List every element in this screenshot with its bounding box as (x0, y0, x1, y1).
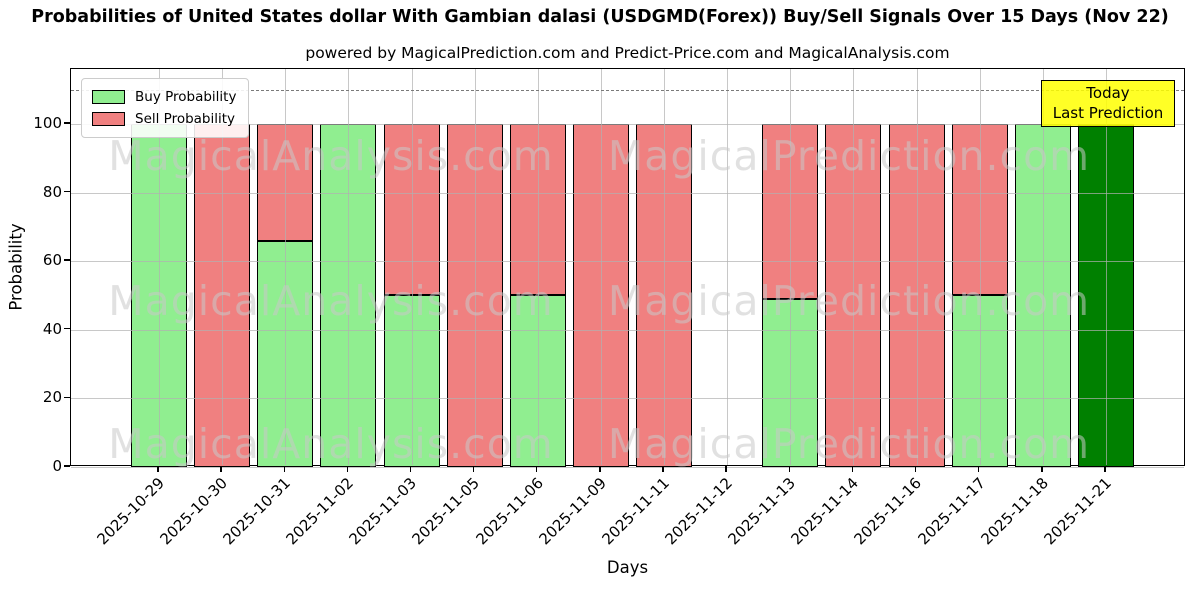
today-annotation-line1: Today (1086, 84, 1130, 102)
gridline-vertical (1042, 69, 1044, 465)
x-tick-mark (1104, 466, 1106, 472)
buy-swatch-icon (92, 90, 125, 104)
y-tick-mark (64, 465, 70, 467)
gridline-vertical (537, 69, 539, 465)
y-tick-mark (64, 328, 70, 330)
gridline-vertical (348, 69, 350, 465)
gridline-vertical (159, 69, 160, 465)
gridline-vertical (600, 69, 602, 465)
x-tick-label: 2025-11-11 (598, 474, 673, 549)
x-tick-label: 2025-11-06 (472, 474, 547, 549)
x-tick-mark (1041, 466, 1043, 472)
gridline-horizontal (71, 467, 1184, 468)
watermark-text: MagicalPrediction.com (607, 420, 1091, 468)
gridline-vertical (664, 69, 666, 465)
x-tick-label: 2025-11-16 (850, 474, 926, 549)
x-tick-label: 2025-11-14 (787, 474, 863, 549)
x-tick-label: 2025-10-29 (93, 474, 168, 549)
gridline-horizontal (71, 192, 1184, 194)
gridline-vertical (1105, 69, 1107, 465)
x-tick-label: 2025-11-12 (661, 474, 736, 549)
x-tick-label: 2025-11-13 (724, 474, 800, 549)
sell-swatch-icon (92, 112, 125, 126)
gridline-horizontal (71, 398, 1184, 400)
gridline-vertical (222, 69, 224, 465)
x-tick-mark (157, 466, 159, 472)
legend-entry-buy: Buy Probability (92, 86, 236, 108)
x-tick-label: 2025-11-09 (535, 474, 610, 549)
x-tick-mark (536, 466, 538, 472)
legend: Buy Probability Sell Probability (81, 78, 250, 138)
watermark-text: MagicalPrediction.com (607, 277, 1091, 325)
dashed-threshold-line (71, 89, 1184, 91)
gridline-horizontal (71, 329, 1184, 331)
gridline-horizontal (71, 123, 1184, 125)
x-tick-label: 2025-11-17 (914, 474, 989, 549)
today-annotation-line2: Last Prediction (1052, 104, 1164, 122)
gridline-vertical (285, 69, 287, 465)
chart-subtitle: powered by MagicalPrediction.com and Pre… (305, 44, 950, 62)
x-tick-mark (283, 466, 285, 472)
legend-buy-label: Buy Probability (135, 89, 237, 105)
plot-area: Buy Probability Sell Probability Magical… (70, 68, 1185, 468)
x-tick-label: 2025-11-21 (1040, 474, 1115, 549)
x-tick-mark (725, 466, 727, 472)
legend-entry-sell: Sell Probability (92, 108, 236, 130)
x-tick-mark (472, 466, 475, 472)
gridline-vertical (979, 69, 981, 465)
x-tick-mark (409, 466, 412, 472)
x-axis-label: Days (606, 558, 649, 577)
watermark-text: MagicalAnalysis.com (108, 132, 554, 180)
x-tick-mark (599, 466, 601, 472)
today-annotation: Today Last Prediction (1041, 80, 1175, 127)
watermark-text: MagicalAnalysis.com (108, 277, 554, 325)
gridline-vertical (411, 69, 413, 465)
x-tick-mark (788, 466, 790, 472)
y-tick-mark (64, 259, 70, 261)
y-tick-mark (64, 190, 70, 193)
gridline-vertical (790, 69, 792, 465)
gridline-vertical (916, 69, 918, 465)
legend-sell-label: Sell Probability (135, 111, 236, 127)
y-tick-label: 100 (33, 113, 62, 132)
y-tick-label: 20 (42, 388, 62, 407)
watermark-text: MagicalPrediction.com (607, 132, 1091, 180)
y-tick-mark (64, 396, 70, 399)
gridline-vertical (474, 69, 476, 465)
x-tick-mark (914, 466, 917, 472)
x-tick-mark (851, 466, 854, 472)
x-tick-label: 2025-11-03 (345, 474, 421, 549)
y-tick-label: 0 (52, 457, 62, 475)
x-tick-label: 2025-11-02 (282, 474, 358, 549)
x-tick-label: 2025-10-31 (219, 474, 294, 549)
gridline-vertical (853, 69, 855, 465)
gridline-horizontal (71, 261, 1184, 263)
y-tick-label: 40 (42, 319, 62, 338)
y-tick-mark (64, 122, 70, 124)
watermark-text: MagicalAnalysis.com (108, 420, 554, 468)
x-tick-mark (220, 466, 222, 472)
x-tick-mark (346, 466, 349, 472)
y-tick-label: 80 (42, 182, 62, 201)
x-tick-label: 2025-11-05 (409, 474, 484, 549)
x-tick-label: 2025-10-30 (156, 474, 231, 549)
x-tick-mark (662, 466, 664, 472)
x-tick-mark (977, 466, 980, 472)
y-tick-label: 60 (42, 251, 62, 270)
gridline-vertical (727, 69, 729, 465)
chart-title: Probabilities of United States dollar Wi… (31, 7, 1169, 27)
